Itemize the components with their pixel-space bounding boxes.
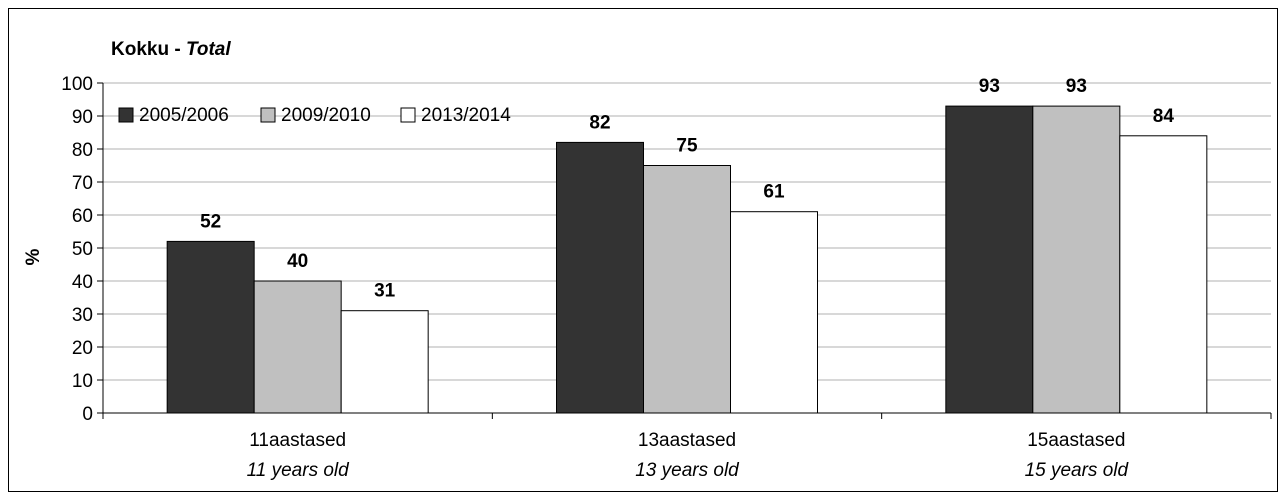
labels: 0 10 20 30 40 50 60 70 80 90 100 52 40 31 11aastased 11… — [61, 74, 1174, 481]
legend-label: 2005/2006 — [139, 105, 229, 126]
bar — [945, 105, 1034, 414]
legend-label: 2009/2010 — [281, 105, 371, 126]
bar-value-label: 61 — [763, 182, 785, 203]
bars — [166, 105, 1208, 414]
y-axis-label: % — [23, 248, 44, 265]
y-tick-label: 100 — [61, 74, 93, 95]
bar-chart: 0 10 20 30 40 50 60 70 80 90 100 52 40 31 11aastased 11… — [23, 39, 1272, 481]
y-tick-label: 70 — [72, 173, 93, 194]
bar-value-label: 40 — [287, 251, 308, 272]
x-category-sublabel: 15 years old — [1025, 460, 1130, 481]
legend-swatch — [400, 107, 416, 123]
x-category-label: 13aastased — [638, 430, 736, 451]
y-tick-label: 90 — [72, 107, 93, 128]
bar — [643, 165, 731, 414]
chart-title-main: Kokku - — [111, 39, 186, 60]
y-tick-label: 50 — [72, 239, 93, 260]
x-category-label: 15aastased — [1027, 430, 1125, 451]
bar — [340, 310, 429, 414]
y-tick-label: 60 — [72, 206, 93, 227]
bar — [1032, 105, 1121, 414]
x-category-sublabel: 13 years old — [635, 460, 740, 481]
bar-value-label: 31 — [374, 281, 396, 302]
y-tick-label: 30 — [72, 305, 93, 326]
legend-label: 2013/2014 — [421, 105, 511, 126]
legend: 2005/2006 2009/2010 2013/2014 — [118, 105, 511, 126]
y-tick-label: 20 — [72, 338, 93, 359]
legend-swatch — [118, 107, 134, 123]
chart-title-italic: Total — [186, 39, 231, 60]
bar-value-label: 75 — [676, 136, 698, 157]
bar-value-label: 52 — [200, 211, 221, 232]
chart-frame: 0 10 20 30 40 50 60 70 80 90 100 52 40 31 11aastased 11… — [8, 8, 1278, 492]
y-tick-label: 80 — [72, 140, 93, 161]
bar — [253, 280, 342, 414]
y-tick-label: 40 — [72, 272, 93, 293]
bar — [730, 211, 818, 414]
bar — [556, 141, 644, 414]
x-category-label: 11aastased — [249, 430, 346, 451]
legend-swatch — [260, 107, 276, 123]
bar-value-label: 93 — [1066, 76, 1087, 97]
y-tick-label: 0 — [82, 404, 93, 425]
y-tick-label: 10 — [72, 371, 93, 392]
axes — [97, 82, 1272, 419]
bar-value-label: 82 — [589, 112, 610, 133]
x-category-sublabel: 11 years old — [247, 460, 351, 481]
bar — [1119, 135, 1208, 414]
bar-value-label: 84 — [1153, 106, 1175, 127]
bar — [166, 240, 255, 414]
chart-title: Kokku - Total — [111, 39, 231, 60]
bar-value-label: 93 — [979, 76, 1000, 97]
